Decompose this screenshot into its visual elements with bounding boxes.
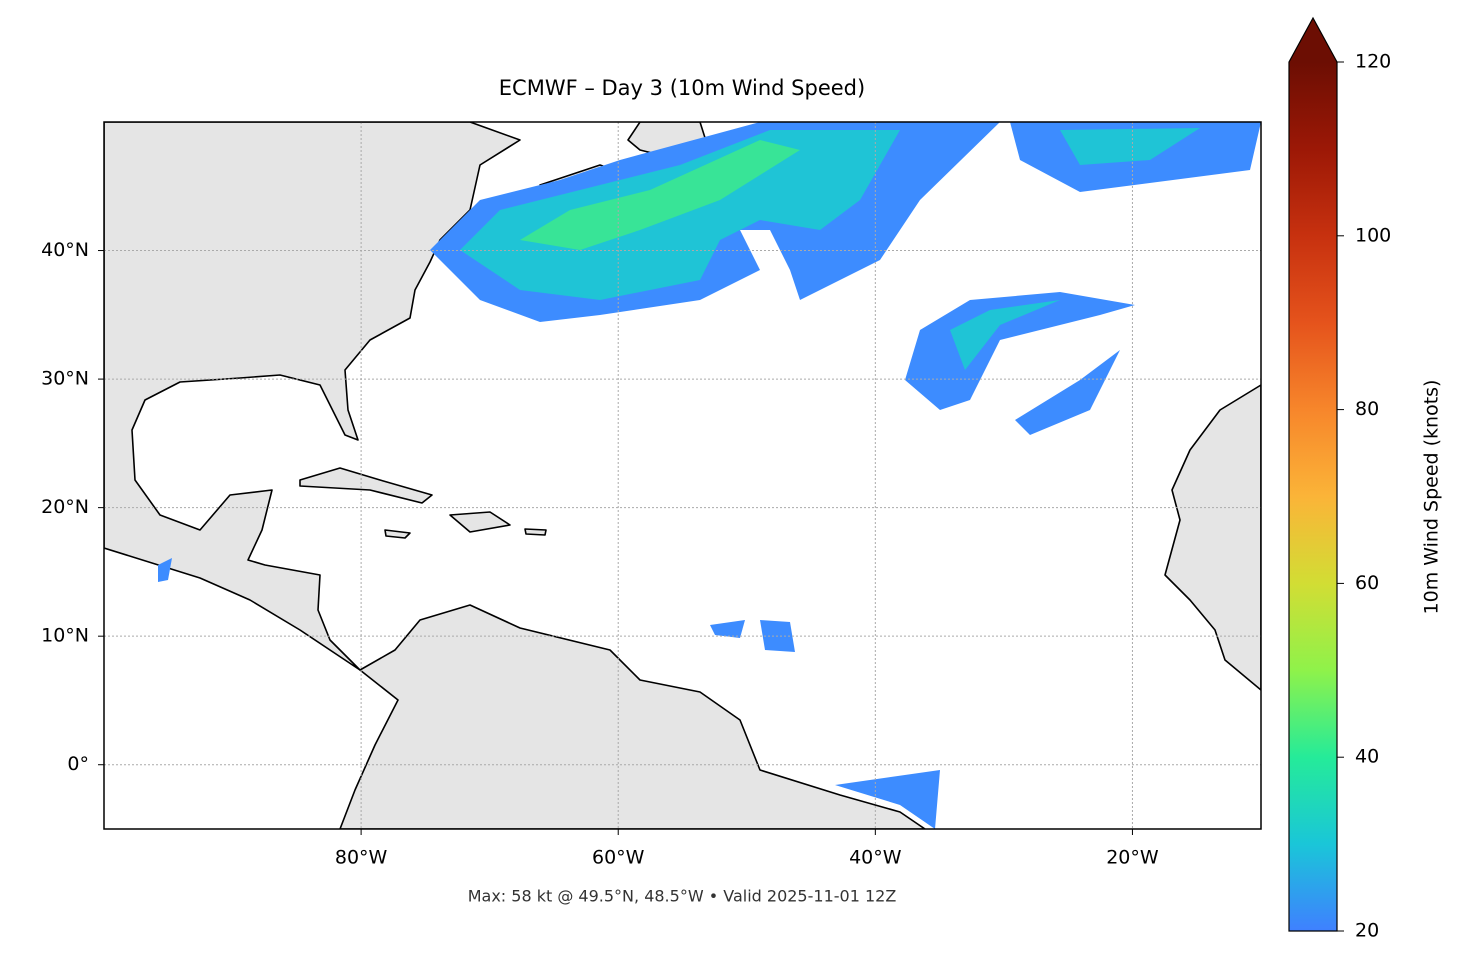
wind-area: [710, 620, 745, 638]
colorbar-tick-label: 40: [1355, 746, 1379, 768]
land: [299, 467, 433, 504]
land: [524, 528, 547, 536]
map-area: [104, 122, 1261, 829]
wind-area: [1015, 350, 1120, 435]
colorbar-tick-label: 120: [1355, 51, 1391, 73]
wind-area: [520, 140, 800, 250]
colorbar: [1289, 62, 1337, 931]
wind-area: [158, 558, 172, 582]
land: [449, 511, 511, 533]
x-tick-label: 60°W: [592, 847, 645, 869]
annotation: Max: 58 kt @ 49.5°N, 48.5°W • Valid 2025…: [468, 887, 897, 906]
colorbar-tick-label: 60: [1355, 572, 1379, 594]
y-tick-label: 30°N: [41, 368, 89, 390]
land: [384, 529, 411, 539]
colorbar-extend: [1289, 18, 1337, 62]
land: [104, 122, 521, 671]
y-tick-label: 20°N: [41, 496, 89, 518]
wind-area: [905, 292, 1135, 410]
colorbar-tick-label: 100: [1355, 224, 1391, 246]
x-tick-label: 40°W: [849, 847, 902, 869]
wind-area: [835, 770, 940, 829]
grid: [104, 122, 1261, 829]
colorbar-tick-label: 80: [1355, 398, 1379, 420]
land: [339, 604, 926, 829]
y-tick-label: 10°N: [41, 625, 89, 647]
y-tick-label: 0°: [67, 753, 89, 775]
wind-area: [950, 300, 1060, 370]
land: [1164, 384, 1261, 691]
colorbar-frame: [1288, 16, 1338, 932]
y-tick-label: 40°N: [41, 239, 89, 261]
x-tick-label: 80°W: [335, 847, 388, 869]
colorbar-label: 10m Wind Speed (knots): [1421, 380, 1443, 615]
colorbar-tick-label: 20: [1355, 920, 1379, 942]
map-frame: [103, 121, 1262, 830]
x-tick-label: 20°W: [1106, 847, 1159, 869]
wind-area: [1060, 128, 1200, 165]
chart-title: ECMWF – Day 3 (10m Wind Speed): [499, 76, 865, 100]
